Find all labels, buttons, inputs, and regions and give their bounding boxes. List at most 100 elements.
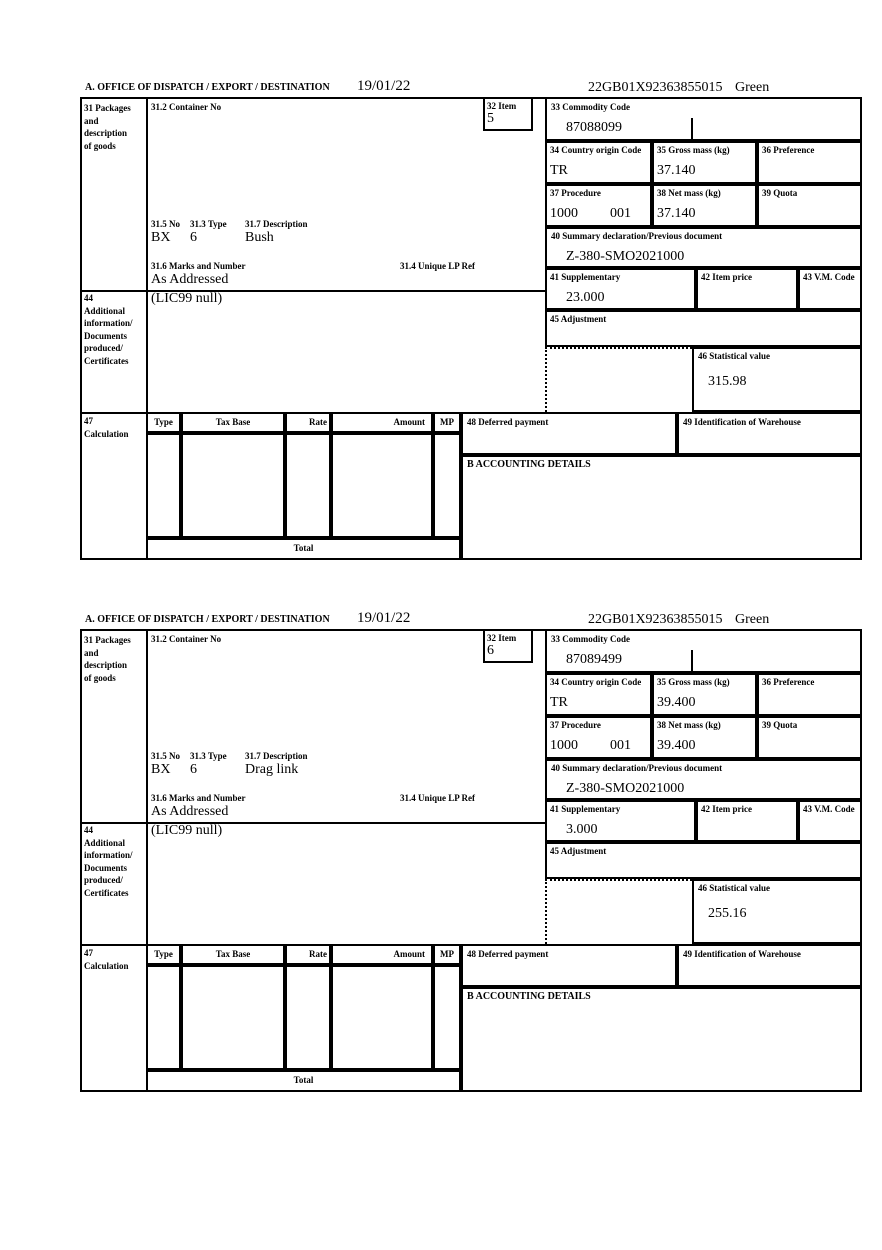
col-type-label: Type — [154, 417, 173, 427]
box-38-label: 38 Net mass (kg) — [657, 188, 721, 198]
box-43-label: 43 V.M. Code — [803, 804, 855, 814]
box-41-label: 41 Supplementary — [550, 272, 621, 282]
dotted-region — [545, 347, 692, 412]
box-49-label: 49 Identification of Warehouse — [683, 417, 801, 427]
declaration-date: 19/01/22 — [357, 610, 411, 626]
accounting-label: B ACCOUNTING DETAILS — [467, 991, 591, 1002]
box-40-label: 40 Summary declaration/Previous document — [551, 231, 723, 241]
box-35-label: 35 Gross mass (kg) — [657, 145, 730, 155]
col-rate-body-cell — [285, 965, 331, 1070]
accounting-label: B ACCOUNTING DETAILS — [467, 459, 591, 470]
box-33-commodity — [545, 629, 862, 673]
commodity-code: 87089499 — [566, 652, 622, 667]
box-41 — [545, 800, 696, 842]
previous-document: Z-380-SMO2021000 — [566, 249, 685, 264]
box-46 — [692, 347, 862, 412]
box-44-top-rule — [80, 290, 545, 292]
col-type-body-cell — [146, 965, 181, 1070]
declaration-date: 19/01/22 — [357, 78, 411, 94]
col-rate-header-cell — [285, 944, 331, 965]
total-row — [146, 538, 461, 560]
col-amount-body-cell — [331, 965, 433, 1070]
col-taxbase-body-cell — [181, 965, 285, 1070]
country-origin-code: TR — [550, 695, 568, 710]
previous-document: Z-380-SMO2021000 — [566, 781, 685, 796]
box-44-top-rule — [80, 822, 545, 824]
box-48-label: 48 Deferred payment — [467, 949, 549, 959]
col-mp-body-cell — [433, 433, 461, 538]
box-34-label: 34 Country origin Code — [550, 677, 642, 687]
box-33-divider — [691, 650, 693, 673]
net-mass: 37.140 — [657, 206, 696, 221]
box-47-label: 47 Calculation — [84, 948, 129, 971]
box-40 — [545, 759, 862, 800]
box-48 — [461, 944, 677, 987]
box-39-label: 39 Quota — [762, 720, 798, 730]
box-33-label: 33 Commodity Code — [551, 102, 630, 112]
net-mass: 39.400 — [657, 738, 696, 753]
box-46 — [692, 879, 862, 944]
col-type-header-cell — [146, 944, 181, 965]
box-33-commodity — [545, 97, 862, 141]
box-42 — [696, 268, 798, 310]
box-37 — [545, 716, 652, 759]
box-49 — [677, 412, 862, 455]
box-31-5-label: 31.5 No — [151, 219, 180, 229]
supplementary-units: 3.000 — [566, 822, 598, 837]
box-36 — [757, 673, 862, 716]
procedure-code-2: 001 — [610, 206, 631, 221]
box-45-label: 45 Adjustment — [550, 846, 607, 856]
col-taxbase-label: Tax Base — [215, 417, 251, 427]
customs-item-form-2: A. OFFICE OF DISPATCH / EXPORT / DESTINA… — [80, 610, 862, 1094]
col-taxbase-header-cell — [181, 944, 285, 965]
box-38 — [652, 184, 757, 227]
customs-item-form-1: A. OFFICE OF DISPATCH / EXPORT / DESTINA… — [80, 78, 862, 562]
box-31-3-label: 31.3 Type — [190, 219, 227, 229]
additional-information: (LIC99 null) — [151, 291, 223, 306]
left-column-divider — [146, 97, 148, 560]
routing-value: Green — [735, 80, 770, 95]
box-31-3-label: 31.3 Type — [190, 751, 227, 761]
box-44-label: 44 Additional information/ Documents pro… — [84, 293, 133, 366]
col-mp-label: MP — [440, 949, 454, 959]
col-rate-label: Rate — [309, 417, 327, 427]
box-31-7-label: 31.7 Description — [245, 751, 308, 761]
box-31-7-label: 31.7 Description — [245, 219, 308, 229]
col-rate-header-cell — [285, 412, 331, 433]
additional-information: (LIC99 null) — [151, 823, 223, 838]
box-39 — [757, 716, 862, 759]
col-taxbase-header-cell — [181, 412, 285, 433]
mrn-value: 22GB01X92363855015 — [588, 80, 723, 95]
col-mp-header-cell — [433, 412, 461, 433]
box-49 — [677, 944, 862, 987]
box-36-label: 36 Preference — [762, 677, 815, 687]
box-41-label: 41 Supplementary — [550, 804, 621, 814]
commodity-code: 87088099 — [566, 120, 622, 135]
box-33-label: 33 Commodity Code — [551, 634, 630, 644]
box-49-label: 49 Identification of Warehouse — [683, 949, 801, 959]
box-34 — [545, 141, 652, 184]
box-34-label: 34 Country origin Code — [550, 145, 642, 155]
box-31-2-label: 31.2 Container No — [151, 634, 222, 644]
item-number: 5 — [487, 111, 494, 126]
accounting-box — [461, 455, 862, 560]
box-35-label: 35 Gross mass (kg) — [657, 677, 730, 687]
box-47-label: 47 Calculation — [84, 416, 129, 439]
box-31-2-label: 31.2 Container No — [151, 102, 222, 112]
box-46-label: 46 Statistical value — [698, 351, 770, 361]
accounting-box — [461, 987, 862, 1092]
box-45 — [545, 310, 862, 347]
box-36 — [757, 141, 862, 184]
routing-value: Green — [735, 612, 770, 627]
col-taxbase-body-cell — [181, 433, 285, 538]
box-31-label: 31 Packages and description of goods — [84, 103, 131, 151]
col-mp-body-cell — [433, 965, 461, 1070]
office-of-dispatch-label: A. OFFICE OF DISPATCH / EXPORT / DESTINA… — [85, 614, 330, 625]
col-amount-label: Amount — [393, 949, 425, 959]
col-amount-header-cell — [331, 412, 433, 433]
box-32-item — [483, 629, 533, 663]
goods-description: Bush — [245, 230, 274, 245]
box-41 — [545, 268, 696, 310]
statistical-value: 255.16 — [708, 906, 747, 921]
